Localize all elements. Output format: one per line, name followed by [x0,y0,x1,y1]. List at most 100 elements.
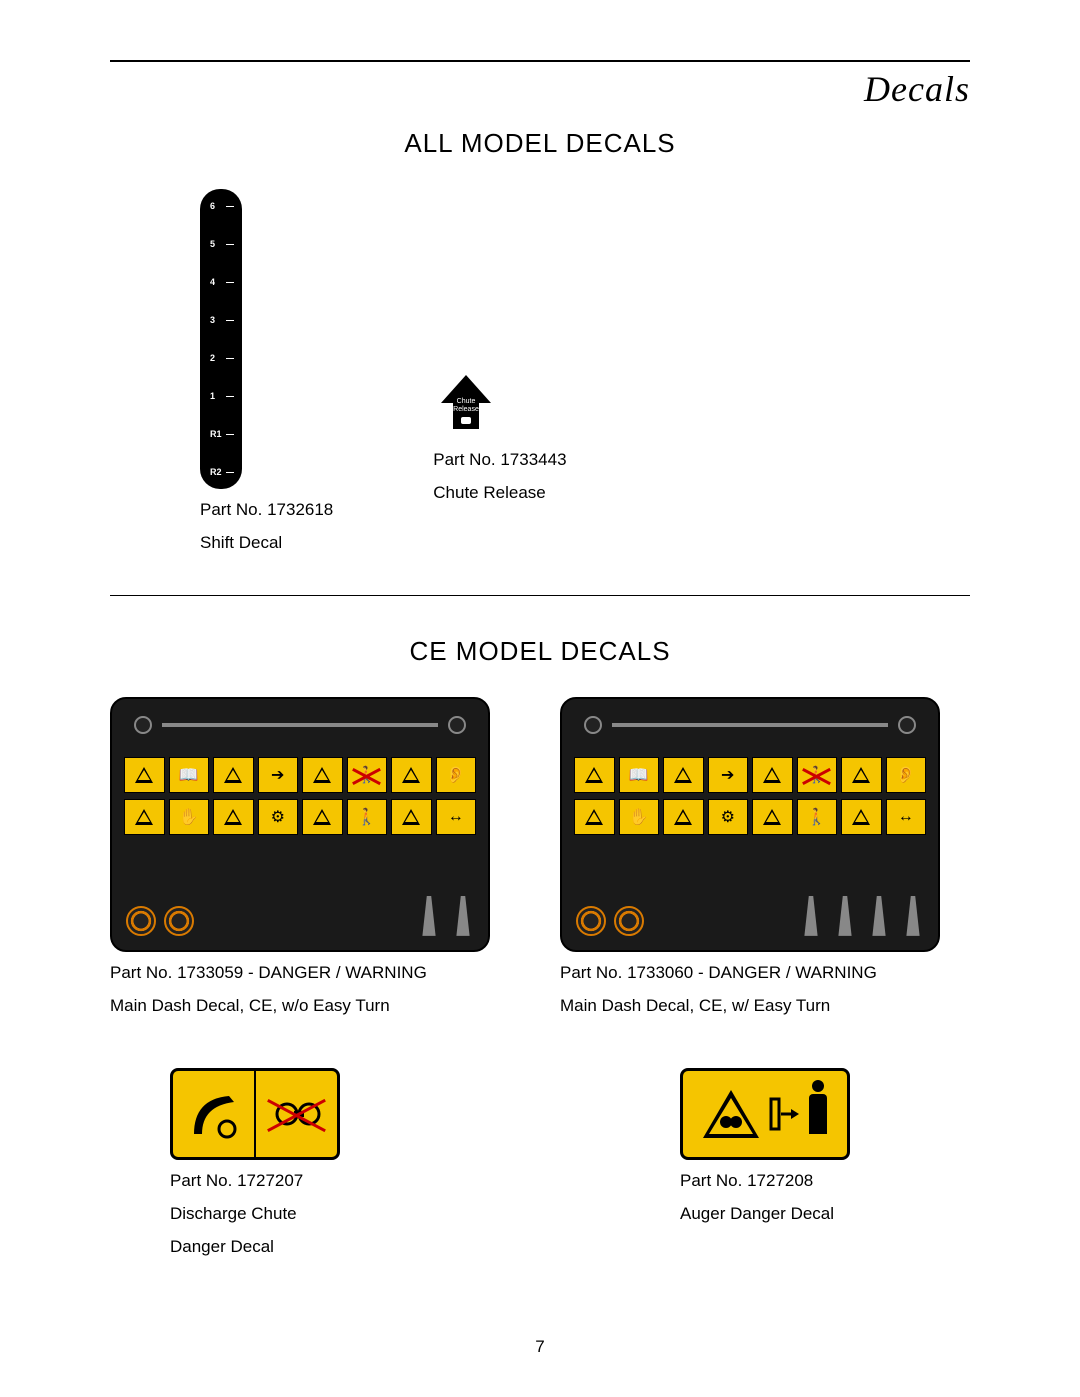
warn-cell: ↔ [436,799,477,835]
warn-cell [391,799,432,835]
ce-dash-right-col: 📖 ➔ 🚶 👂 ✋ ⚙ 🚶 ↔ [560,697,970,1018]
warn-cell [663,757,704,793]
dash-left-part: Part No. 1733059 - DANGER / WARNING [110,962,520,985]
lever-icon [902,896,924,936]
knob-icon [584,716,602,734]
warn-cell: ↔ [886,799,927,835]
discharge-name2: Danger Decal [170,1236,340,1259]
shift-decal-block: 6 5 4 3 2 1 R1 R2 Part No. 1732618 Shift… [200,189,333,555]
warn-cell: ➔ [258,757,299,793]
auger-part: Part No. 1727208 [680,1170,850,1193]
dash-top-bar [574,711,926,739]
discharge-half-right [256,1071,337,1157]
dash-right-name: Main Dash Decal, CE, w/ Easy Turn [560,995,970,1018]
warn-cell [752,757,793,793]
shift-label: 4 [200,277,242,287]
ce-small-row: Part No. 1727207 Discharge Chute Danger … [110,1068,970,1259]
page-title: Decals [110,68,970,110]
shift-label: R2 [200,467,242,477]
section-all-models-title: ALL MODEL DECALS [110,128,970,159]
warn-cell [124,757,165,793]
discharge-part: Part No. 1727207 [170,1170,340,1193]
auger-danger-decal [680,1068,850,1160]
warn-cell: 🚶 [797,799,838,835]
warn-cell: ➔ [708,757,749,793]
knob-icon [898,716,916,734]
warn-cell: 🚶 [347,799,388,835]
chute-release-block: Chute Release Part No. 1733443 Chute Rel… [433,373,566,505]
mid-rule [110,595,970,596]
warn-cell: ⚙ [258,799,299,835]
warn-cell [841,799,882,835]
warn-cell [574,757,615,793]
shift-label: 6 [200,201,242,211]
warn-cell [213,757,254,793]
dash-bottom [126,896,474,936]
warn-cell: ⚙ [708,799,749,835]
discharge-chute-decal [170,1068,340,1160]
shift-decal-name: Shift Decal [200,532,333,555]
shift-decal-graphic: 6 5 4 3 2 1 R1 R2 [200,189,242,489]
shift-label: 3 [200,315,242,325]
ce-dash-row: 📖 ➔ 🚶 👂 ✋ ⚙ 🚶 ↔ [110,697,970,1018]
ce-dash-left-col: 📖 ➔ 🚶 👂 ✋ ⚙ 🚶 ↔ [110,697,520,1018]
page-number: 7 [0,1337,1080,1357]
gear-icon [126,906,156,936]
shift-label: 5 [200,239,242,249]
chute-release-icon: Chute Release [437,373,495,431]
warn-cell [841,757,882,793]
lever-icon [452,896,474,936]
distance-icon [769,1089,799,1139]
dash-right-part: Part No. 1733060 - DANGER / WARNING [560,962,970,985]
warn-cell [391,757,432,793]
warn-cell: 👂 [436,757,477,793]
dash-decal-right: 📖 ➔ 🚶 👂 ✋ ⚙ 🚶 ↔ [560,697,940,952]
gear-icon [576,906,606,936]
top-rule [110,60,970,62]
discharge-half-left [173,1071,256,1157]
warn-cell: ✋ [619,799,660,835]
lever-icon [834,896,856,936]
chute-name: Chute Release [433,482,545,505]
all-model-row: 6 5 4 3 2 1 R1 R2 Part No. 1732618 Shift… [200,189,970,555]
lever-icon [418,896,440,936]
dash-left-name: Main Dash Decal, CE, w/o Easy Turn [110,995,520,1018]
warn-cell: ✋ [169,799,210,835]
section-ce-title: CE MODEL DECALS [110,636,970,667]
dash-top-bar [124,711,476,739]
warning-grid: 📖 ➔ 🚶 👂 ✋ ⚙ 🚶 ↔ [574,757,926,835]
person-icon [809,1094,827,1134]
shift-label: R1 [200,429,242,439]
lever-icon [868,896,890,936]
shift-decal-part: Part No. 1732618 [200,499,333,522]
warn-cell: 📖 [169,757,210,793]
scale-bar [612,723,888,727]
warn-cell [574,799,615,835]
gear-icon [164,906,194,936]
shift-label: 1 [200,391,242,401]
warn-cell: 👂 [886,757,927,793]
warn-cell [302,799,343,835]
gear-icon [614,906,644,936]
dash-decal-left: 📖 ➔ 🚶 👂 ✋ ⚙ 🚶 ↔ [110,697,490,952]
warn-cell: 🚶 [797,757,838,793]
chute-part: Part No. 1733443 [433,449,566,472]
knob-icon [448,716,466,734]
warn-cell [213,799,254,835]
warn-cell [663,799,704,835]
auger-name: Auger Danger Decal [680,1203,850,1226]
warning-grid: 📖 ➔ 🚶 👂 ✋ ⚙ 🚶 ↔ [124,757,476,835]
warn-cell [302,757,343,793]
knob-icon [134,716,152,734]
discharge-block: Part No. 1727207 Discharge Chute Danger … [170,1068,340,1259]
warn-cell: 🚶 [347,757,388,793]
warn-cell: 📖 [619,757,660,793]
warn-cell [124,799,165,835]
chute-text2: Release [453,406,479,413]
scale-bar [162,723,438,727]
auger-block: Part No. 1727208 Auger Danger Decal [680,1068,850,1259]
discharge-name1: Discharge Chute [170,1203,340,1226]
dash-bottom [576,896,924,936]
shift-label: 2 [200,353,242,363]
warn-cell [752,799,793,835]
